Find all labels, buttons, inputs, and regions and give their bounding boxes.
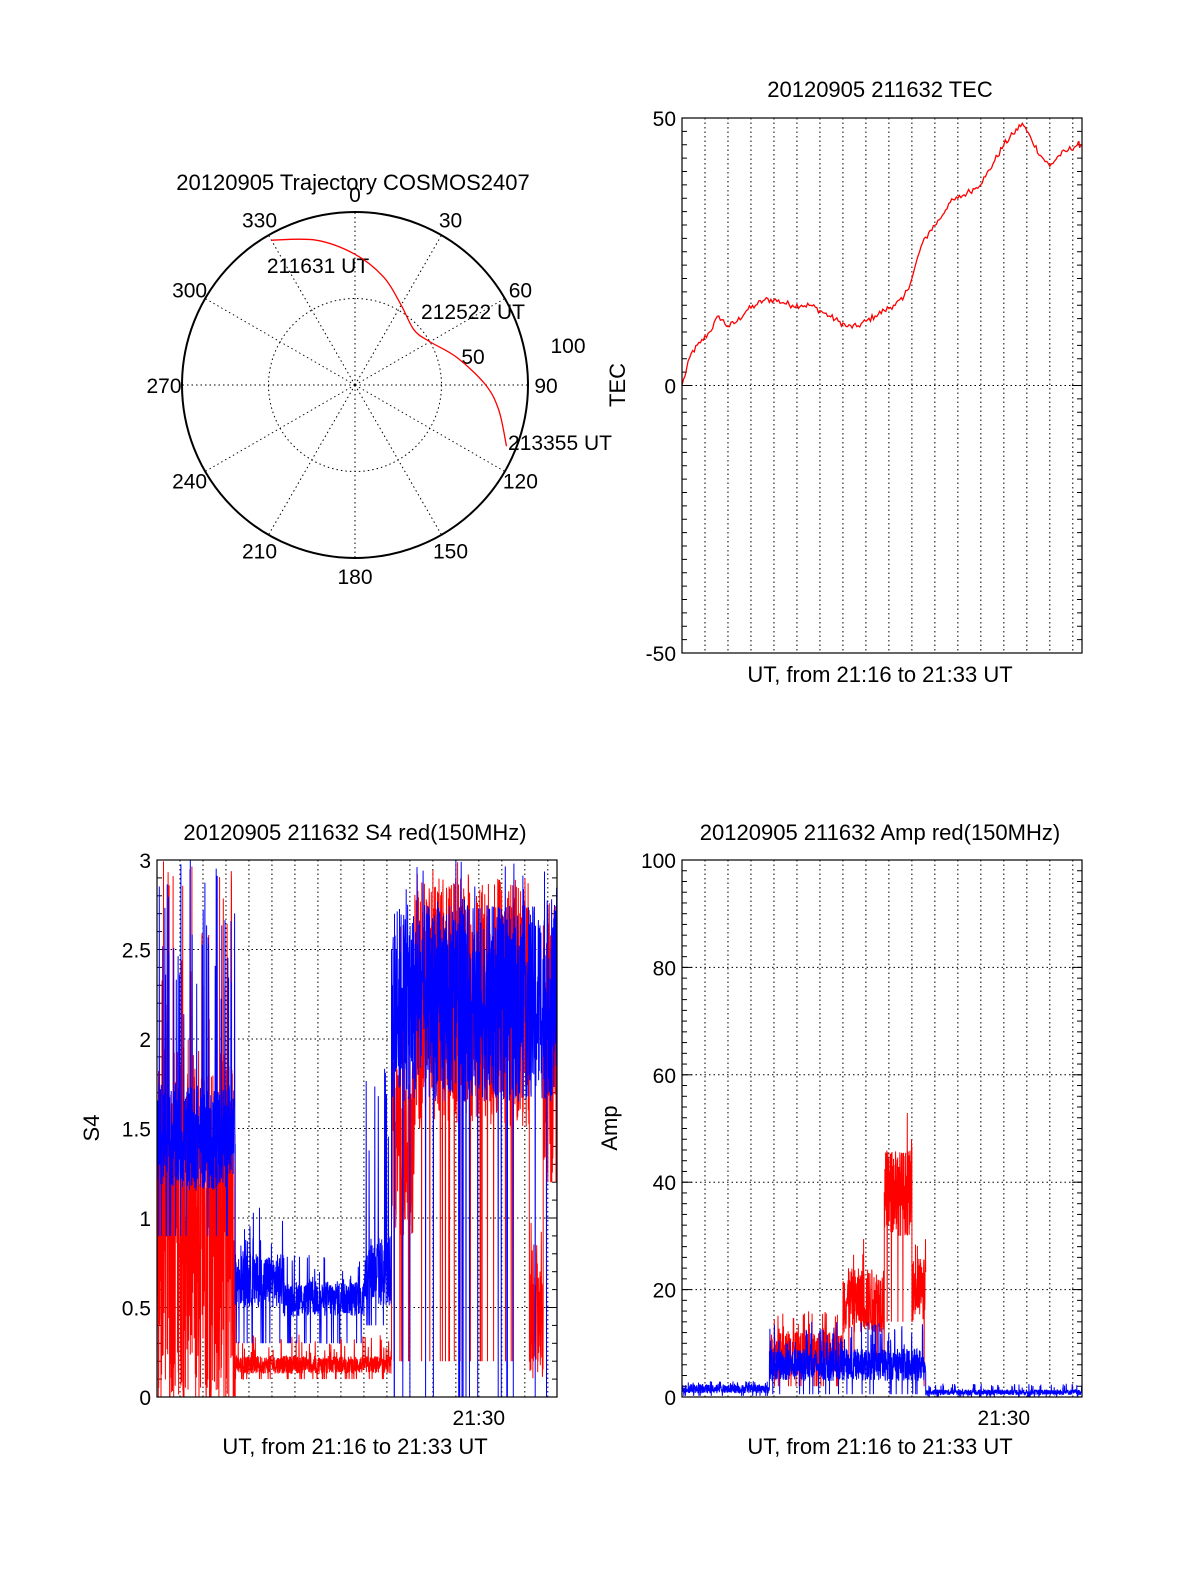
azimuth-label: 300 — [172, 280, 207, 303]
data-layer — [157, 860, 557, 1397]
azimuth-label: 60 — [509, 280, 532, 303]
y-tick-label: 20 — [653, 1280, 676, 1303]
y-tick-label: 2.5 — [122, 940, 151, 963]
azimuth-spoke — [354, 384, 506, 472]
trajectory-polar-plot: 20120905 Trajectory COSMOS2407 0 30 60 90 12… — [146, 170, 612, 589]
satellite-track — [271, 238, 508, 447]
x-tick-label: 21:30 — [978, 1407, 1031, 1430]
s4-xlabel: UT, from 21:16 to 21:33 UT — [222, 1434, 487, 1459]
track-time-label: 213355 UT — [508, 432, 612, 455]
azimuth-label: 330 — [242, 210, 277, 233]
series-line-blue — [682, 1321, 1082, 1397]
azimuth-spoke — [354, 384, 442, 536]
tec-ylabel: TEC — [605, 363, 630, 407]
trajectory-title: 20120905 Trajectory COSMOS2407 — [176, 170, 529, 195]
plot-frame — [681, 859, 1083, 1398]
tec-title: 20120905 211632 TEC — [767, 77, 993, 102]
y-tick-label: -50 — [646, 643, 676, 666]
y-tick-label: 50 — [653, 108, 676, 131]
y-tick-label: 40 — [653, 1172, 676, 1195]
y-tick-label: 100 — [641, 850, 676, 873]
amp-xlabel: UT, from 21:16 to 21:33 UT — [747, 1434, 1012, 1459]
tec-xlabel: UT, from 21:16 to 21:33 UT — [747, 662, 1012, 687]
y-tick-label: 1.5 — [122, 1119, 151, 1142]
y-tick-label: 0 — [664, 376, 676, 399]
track-time-label: 212522 UT — [421, 301, 525, 324]
y-tick-label: 2 — [139, 1029, 151, 1052]
azimuth-spoke — [268, 384, 356, 536]
radial-label: 50 — [461, 346, 484, 369]
azimuth-label: 30 — [439, 210, 462, 233]
tec-plot: 20120905 211632 TEC UT, from 21:16 to 21… — [605, 77, 1083, 687]
azimuth-label: 180 — [337, 566, 372, 589]
plot-frame — [156, 859, 558, 1398]
azimuth-label: 150 — [433, 540, 468, 563]
amp-title: 20120905 211632 Amp red(150MHz) — [700, 820, 1060, 845]
y-tick-label: 0 — [139, 1387, 151, 1410]
azimuth-label: 120 — [503, 471, 538, 494]
data-layer — [682, 121, 1082, 386]
s4-ylabel: S4 — [79, 1115, 104, 1142]
azimuth-label: 90 — [534, 375, 557, 398]
azimuth-label: 210 — [242, 540, 277, 563]
azimuth-spoke — [204, 384, 356, 472]
amp-plot: 20120905 211632 Amp red(150MHz) UT, from… — [597, 820, 1083, 1459]
azimuth-spoke — [354, 234, 442, 386]
s4-title: 20120905 211632 S4 red(150MHz) — [183, 820, 526, 845]
y-tick-label: 60 — [653, 1065, 676, 1088]
y-tick-label: 1 — [139, 1208, 151, 1231]
plot-frame — [681, 117, 1083, 654]
azimuth-label: 0 — [349, 184, 361, 207]
y-tick-label: 0 — [664, 1387, 676, 1410]
y-tick-label: 80 — [653, 957, 676, 980]
outer-horizon-circle — [181, 211, 529, 559]
azimuth-label: 270 — [146, 375, 181, 398]
y-tick-label: 0.5 — [122, 1298, 151, 1321]
azimuth-spoke — [268, 234, 356, 386]
azimuth-spoke — [204, 298, 356, 386]
x-tick-label: 21:30 — [453, 1407, 506, 1430]
series-line-red — [682, 121, 1082, 386]
series-line-blue — [157, 860, 557, 1397]
azimuth-label: 240 — [172, 471, 207, 494]
amp-ylabel: Amp — [597, 1105, 622, 1150]
data-layer — [682, 1112, 1082, 1397]
radial-label: 100 — [550, 335, 585, 358]
y-tick-label: 3 — [139, 850, 151, 873]
track-time-label: 211631 UT — [267, 255, 370, 278]
series-line-red — [157, 861, 557, 1397]
s4-plot: 20120905 211632 S4 red(150MHz) UT, from … — [79, 820, 558, 1459]
